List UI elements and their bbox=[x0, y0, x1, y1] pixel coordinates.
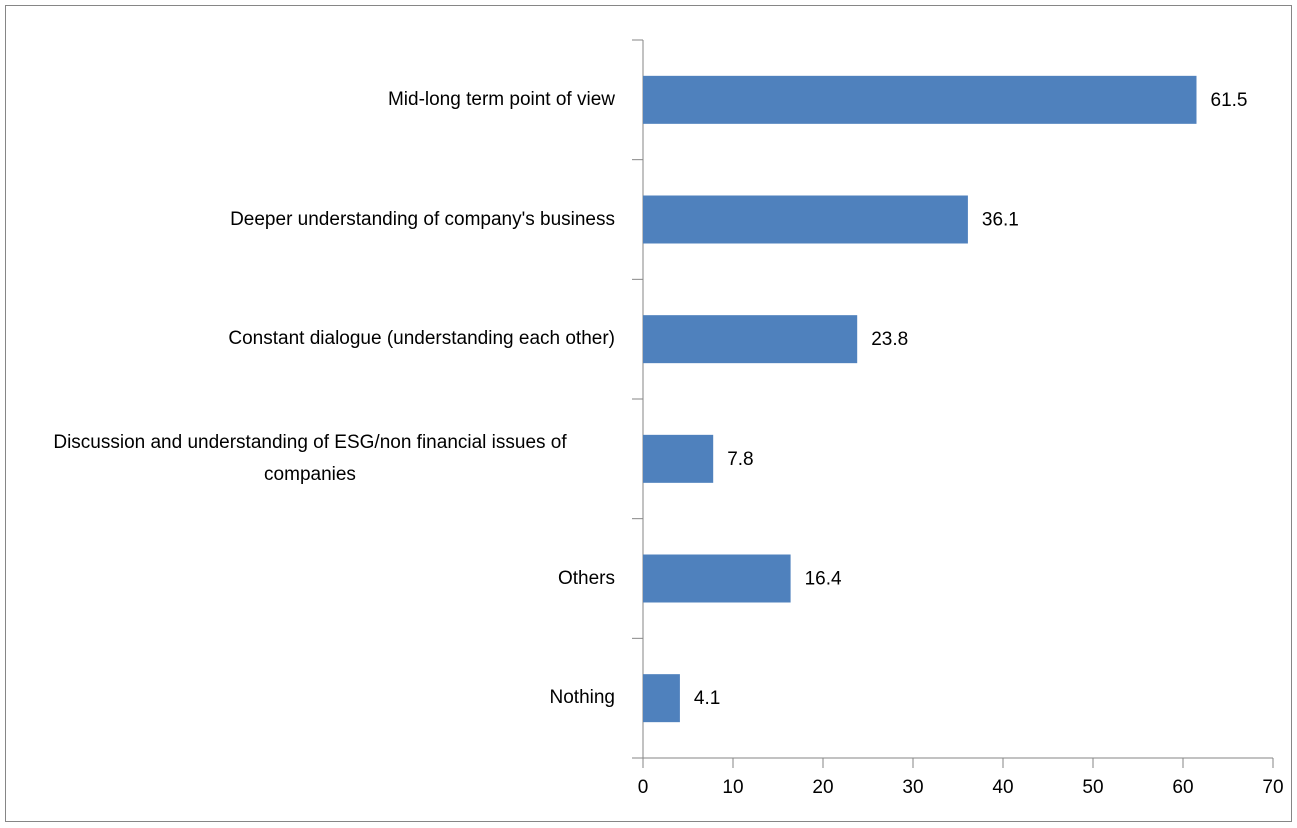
x-tick-label: 60 bbox=[1172, 777, 1193, 798]
x-tick-label: 70 bbox=[1262, 777, 1283, 798]
category-label: Others bbox=[557, 567, 615, 589]
y-tick-label: Deeper understanding of company's busine… bbox=[230, 180, 615, 260]
y-tick-label: Constant dialogue (understanding each ot… bbox=[228, 299, 615, 379]
bar bbox=[643, 315, 858, 364]
x-tick-label: 30 bbox=[902, 777, 923, 798]
bar bbox=[643, 554, 791, 603]
x-tick-label: 10 bbox=[722, 777, 743, 798]
x-tick-label: 50 bbox=[1082, 777, 1103, 798]
data-label: 16.4 bbox=[805, 569, 842, 590]
bar bbox=[643, 674, 680, 723]
data-label: 36.1 bbox=[982, 210, 1019, 231]
category-label: Constant dialogue (understanding each ot… bbox=[228, 328, 615, 350]
category-label: Deeper understanding of company's busine… bbox=[230, 208, 615, 230]
category-label: Nothing bbox=[549, 687, 616, 709]
data-label: 61.5 bbox=[1211, 90, 1248, 111]
y-tick-label: Mid-long term point of view bbox=[388, 60, 615, 140]
category-label: Mid-long term point of view bbox=[387, 88, 615, 110]
data-label: 4.1 bbox=[694, 688, 720, 709]
y-tick-label: Nothing bbox=[550, 658, 616, 738]
bar bbox=[643, 434, 714, 483]
x-tick-label: 0 bbox=[638, 777, 649, 798]
category-label: Discussion and understanding of ESG/non … bbox=[53, 431, 567, 485]
x-tick-label: 20 bbox=[812, 777, 833, 798]
y-tick-label: Discussion and understanding of ESG/non … bbox=[5, 419, 615, 499]
y-tick-label: Others bbox=[558, 539, 615, 619]
x-tick-label: 40 bbox=[992, 777, 1013, 798]
bar bbox=[643, 195, 968, 244]
data-label: 23.8 bbox=[871, 329, 908, 350]
bar bbox=[643, 75, 1197, 124]
data-label: 7.8 bbox=[727, 449, 753, 470]
